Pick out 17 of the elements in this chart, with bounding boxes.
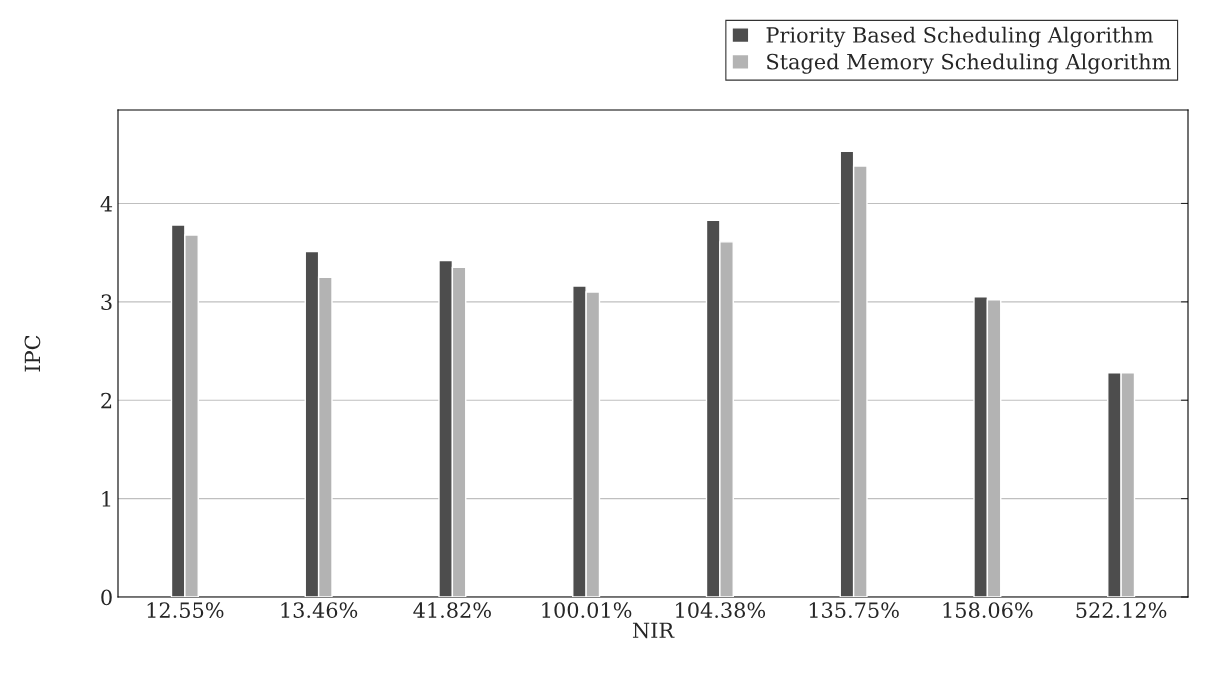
x-tick-label: 104.38%	[676, 602, 766, 618]
legend-label: Priority Based Scheduling Algorithm	[766, 26, 1154, 48]
x-tick-label: 135.75%	[809, 602, 899, 618]
y-tick-label: 2	[101, 392, 112, 409]
x-tick-label: 522.12%	[1076, 602, 1167, 618]
x-tick-label: 158.06%	[943, 602, 1033, 618]
x-axis-title: NIR	[632, 622, 675, 639]
y-tick-label: 4	[100, 195, 113, 212]
legend-label: Staged Memory Scheduling Algorithm	[767, 53, 1171, 74]
y-tick-label: 1	[102, 491, 111, 507]
x-tick-label: 41.82%	[413, 602, 491, 618]
y-tick-label: 0	[101, 589, 112, 606]
y-tick-label: 3	[101, 294, 112, 311]
y-axis-title: IPC	[24, 335, 41, 372]
x-tick-label: 100.01%	[542, 602, 632, 618]
x-tick-label: 13.46%	[281, 602, 358, 618]
x-tick-label: 12.55%	[147, 602, 224, 618]
